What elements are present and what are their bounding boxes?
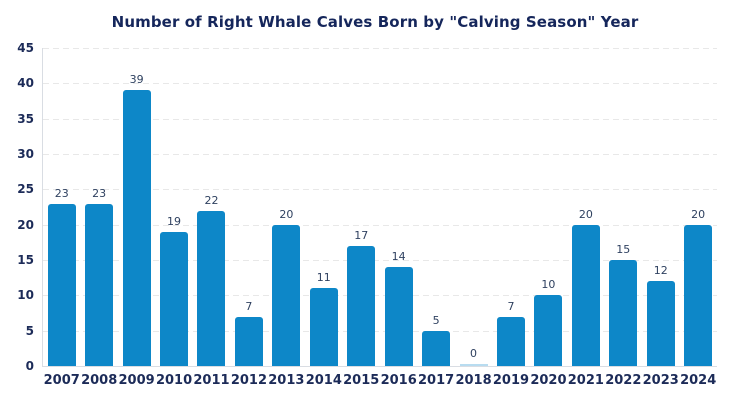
x-axis-tick-label: 2022 [605, 373, 642, 388]
y-axis-tick-label: 0 [25, 359, 34, 373]
bar [160, 231, 189, 366]
bar [47, 203, 76, 366]
x-axis-tick-label: 2013 [268, 373, 305, 388]
gridline [43, 295, 717, 297]
x-axis-tick-label: 2011 [193, 373, 230, 388]
bar-value-label: 7 [507, 299, 515, 313]
bar-slot: 17 2015 [343, 48, 380, 388]
bar-slot: 19 2010 [155, 48, 192, 388]
bar [422, 330, 451, 366]
bar-slot: 20 2021 [567, 48, 604, 388]
chart-title: Number of Right Whale Calves Born by "Ca… [111, 13, 639, 31]
bar [122, 90, 151, 366]
y-axis-tick-label: 5 [25, 323, 34, 338]
bar-value-label: 17 [354, 228, 369, 242]
gridline [43, 189, 717, 191]
bar-slot: 23 2008 [80, 48, 117, 389]
x-axis-tick-label: 2007 [43, 373, 80, 388]
bar [684, 224, 713, 366]
x-axis-tick-label: 2009 [118, 373, 155, 388]
plot-area: 23 2007 23 2008 39 2009 19 2010 22 2011 7 2012 20 201… [42, 48, 717, 389]
bar-slot: 5 2017 [417, 48, 454, 388]
bar-value-label: 39 [129, 73, 144, 87]
bar-value-label: 11 [316, 271, 331, 285]
gridline [43, 83, 717, 85]
bar [609, 260, 638, 366]
bar-value-label: 19 [167, 214, 182, 228]
bar [85, 203, 114, 366]
x-axis-tick-label: 2015 [343, 373, 380, 388]
x-axis-tick-label: 2023 [642, 373, 679, 388]
x-axis-tick-label: 2014 [305, 373, 342, 388]
bar-value-label: 15 [616, 243, 631, 256]
bar-slot: 7 2012 [230, 48, 267, 389]
x-axis-tick-label: 2017 [418, 373, 455, 388]
gridline [43, 260, 717, 261]
bar-value-label: 14 [391, 250, 406, 264]
bar-value-label: 20 [691, 207, 706, 221]
x-axis-tick-label: 2012 [230, 373, 267, 388]
y-axis-tick-label: 35 [17, 111, 34, 126]
y-axis-tick-label: 20 [17, 217, 34, 232]
bar-value-label: 10 [541, 278, 556, 292]
x-axis-tick-label: 2018 [455, 373, 492, 388]
bar [459, 364, 488, 366]
bar-slot: 11 2014 [305, 48, 342, 388]
bar-value-label: 22 [204, 193, 219, 207]
y-axis-tick-label: 15 [17, 253, 34, 267]
bar [234, 316, 263, 366]
gridline [43, 224, 717, 226]
bar [347, 245, 376, 366]
bar [272, 224, 301, 366]
bar-slot: 7 2019 [492, 48, 529, 389]
bar-value-label: 20 [578, 207, 593, 221]
x-axis-tick-label: 2010 [155, 373, 193, 388]
x-axis-tick-label: 2019 [492, 373, 530, 388]
y-axis-tick-label: 10 [17, 288, 34, 303]
bar [571, 224, 600, 366]
bar-slot: 10 2020 [530, 48, 567, 388]
bar-slot: 39 2009 [118, 48, 155, 388]
bar [197, 210, 226, 366]
bars-layer: 23 2007 23 2008 39 2009 19 2010 22 2011 7 2012 20 201… [43, 48, 717, 389]
x-axis-tick-label: 2016 [380, 373, 417, 388]
y-axis-tick-label: 40 [17, 76, 34, 91]
gridline [43, 330, 717, 332]
bar [384, 267, 413, 366]
bar-slot: 15 2022 [605, 48, 642, 388]
bar-slot: 14 2016 [380, 48, 417, 388]
bar [534, 295, 563, 366]
gridline [43, 118, 717, 120]
x-axis-tick-label: 2024 [680, 373, 717, 388]
bar-value-label: 12 [653, 264, 668, 278]
bar-value-label: 5 [432, 313, 440, 327]
bar-slot: 23 2007 [43, 48, 80, 389]
bar-value-label: 20 [279, 207, 294, 221]
bar-value-label: 23 [92, 186, 107, 200]
bar [496, 316, 525, 366]
gridline [43, 154, 717, 155]
x-axis-tick-label: 2021 [567, 373, 604, 388]
gridline [43, 48, 717, 49]
bar-slot: 0 2018 [455, 48, 492, 388]
bar-slot: 20 2013 [268, 48, 305, 388]
y-axis-tick-label: 25 [17, 182, 34, 197]
y-axis-tick-label: 45 [17, 41, 34, 55]
bar-slot: 22 2011 [193, 48, 230, 389]
bar-value-label: 0 [470, 347, 478, 360]
bar-slot: 12 2023 [642, 48, 679, 388]
bar-value-label: 23 [54, 186, 69, 200]
bar-value-label: 7 [245, 299, 253, 313]
bar-slot: 20 2024 [679, 48, 716, 388]
bar [309, 288, 338, 366]
x-axis-tick-label: 2008 [81, 373, 118, 388]
y-axis-tick-label: 30 [17, 147, 34, 161]
x-axis-tick-label: 2020 [530, 373, 567, 388]
bar [646, 281, 675, 366]
